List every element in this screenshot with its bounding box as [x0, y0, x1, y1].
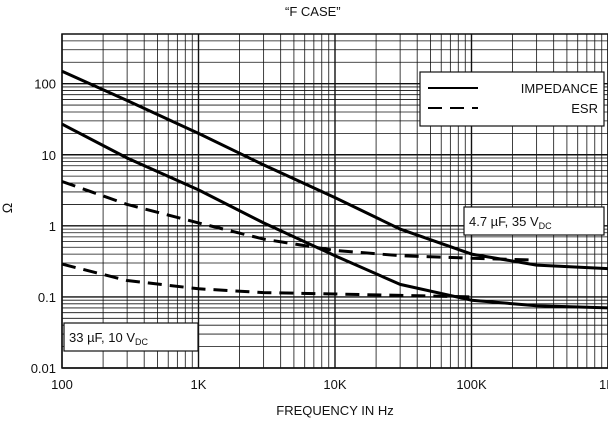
- x-tick-label: 10K: [323, 377, 346, 392]
- y-axis-label: Ω: [0, 202, 16, 214]
- series-line-impedance-1: [61, 122, 608, 310]
- annotation-text: 33 µF, 10 VDC: [69, 330, 149, 347]
- y-tick-label: 0.1: [38, 290, 56, 305]
- legend-box: [419, 71, 605, 127]
- x-tick-label: 100K: [456, 377, 487, 392]
- annotation-text: 4.7 µF, 35 VDC: [469, 214, 552, 231]
- series-line-esr-2: [61, 180, 537, 262]
- chart-title-text: “F CASE”: [285, 4, 341, 19]
- y-tick-label: 0.01: [31, 361, 56, 376]
- x-axis-label: FREQUENCY IN Hz: [0, 403, 608, 418]
- legend-label: ESR: [571, 101, 598, 116]
- annotations: 4.7 µF, 35 VDC 33 µF, 10 VDC: [63, 206, 605, 352]
- x-tick-labels: 100 1K 10K 100K 1M: [51, 377, 608, 392]
- x-tick-label: 1M: [599, 377, 608, 392]
- x-tick-label: 1K: [191, 377, 207, 392]
- annotation-large: 33 µF, 10 VDC: [63, 322, 199, 352]
- series-group: [61, 69, 608, 310]
- series-line-esr-3: [61, 262, 472, 299]
- annotation-box: [463, 206, 605, 236]
- y-tick-label: 1: [49, 219, 56, 234]
- y-tick-label: 10: [42, 148, 56, 163]
- legend-label: IMPEDANCE: [521, 81, 599, 96]
- series-line-impedance-0: [61, 69, 608, 271]
- y-tick-labels: 0.01 0.1 1 10 100: [31, 77, 56, 376]
- y-tick-label: 100: [34, 77, 56, 92]
- annotation-small: 4.7 µF, 35 VDC: [463, 206, 605, 236]
- annotation-box: [63, 322, 199, 352]
- x-tick-label: 100: [51, 377, 73, 392]
- x-axis-label-text: FREQUENCY IN Hz: [276, 403, 394, 418]
- legend: IMPEDANCE ESR: [419, 71, 605, 127]
